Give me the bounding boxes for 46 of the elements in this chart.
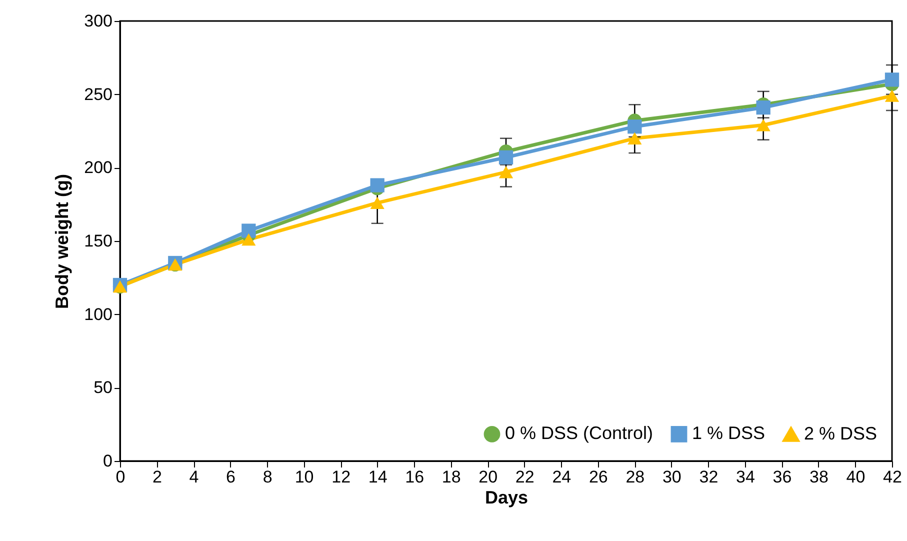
x-tick-label: 40	[846, 468, 866, 486]
y-tick-label: 150	[84, 232, 112, 250]
x-tick-label: 18	[442, 468, 461, 486]
point	[242, 233, 256, 246]
x-tick-label: 0	[116, 468, 126, 486]
x-tick-label: 12	[332, 468, 351, 486]
point	[370, 196, 384, 209]
x-tick-label: 42	[883, 468, 902, 486]
point	[242, 224, 256, 238]
x-tick-label: 2	[152, 468, 162, 486]
point	[884, 90, 900, 102]
x-tick-label: 14	[368, 468, 388, 486]
x-tick-label: 20	[478, 468, 498, 486]
x-tick-label: 10	[294, 468, 314, 486]
point	[756, 119, 770, 132]
x-tick-label: 32	[699, 468, 718, 486]
legend-label: 1 % DSS	[692, 423, 766, 444]
x-tick-label: 16	[405, 468, 424, 486]
x-tick-label: 28	[626, 468, 645, 486]
point	[370, 178, 384, 192]
point	[628, 132, 642, 144]
x-tick-label: 8	[262, 468, 272, 486]
x-tick-label: 36	[772, 468, 792, 486]
x-tick-label: 30	[662, 468, 682, 486]
y-tick-label: 250	[84, 84, 112, 104]
legend-label: 2 % DSS	[804, 424, 878, 444]
y-tick-label: 200	[84, 158, 112, 178]
x-tick-label: 6	[226, 468, 236, 486]
x-tick-label: 22	[515, 468, 534, 486]
point	[498, 166, 514, 178]
x-axis-title: Days	[484, 488, 528, 508]
x-tick-label: 4	[189, 468, 199, 486]
legend-label: 0 % DSS (Control)	[505, 423, 654, 444]
point	[628, 120, 642, 134]
y-tick-label: 50	[94, 378, 112, 398]
x-tick-label: 38	[810, 468, 828, 486]
y-tick-label: 100	[84, 304, 112, 324]
x-tick-label: 34	[736, 468, 755, 486]
point	[498, 150, 514, 164]
x-tick-label: 24	[552, 468, 572, 486]
y-tick-label: 0	[103, 452, 112, 470]
y-axis-title: Body weight (g)	[52, 174, 72, 309]
point	[884, 72, 900, 87]
x-tick-label: 26	[588, 468, 608, 486]
point	[756, 100, 770, 115]
y-tick-label: 300	[84, 12, 112, 30]
